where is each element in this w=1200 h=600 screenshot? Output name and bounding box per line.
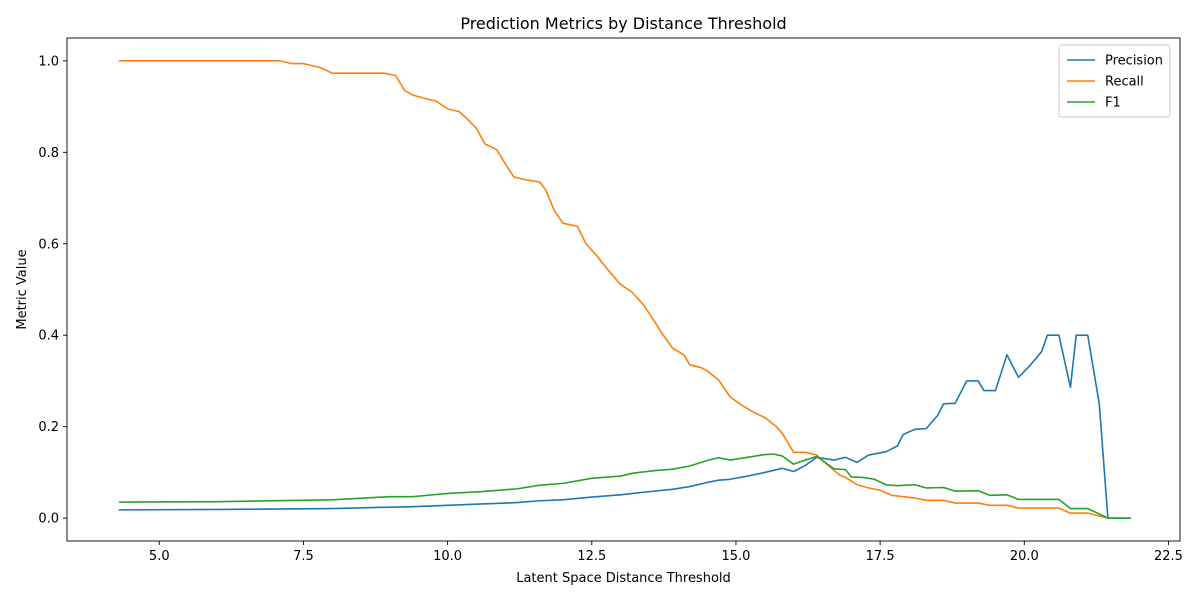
series-line-precision bbox=[118, 334, 1131, 519]
y-tick-label: 0.2 bbox=[38, 420, 59, 435]
y-tick-label: 1.0 bbox=[38, 54, 59, 69]
x-tick-label: 10.0 bbox=[433, 549, 462, 564]
y-tick-label: 0.4 bbox=[38, 329, 59, 344]
legend-label-f1: F1 bbox=[1105, 96, 1121, 111]
chart-title: Prediction Metrics by Distance Threshold bbox=[460, 14, 786, 33]
legend-label-precision: Precision bbox=[1105, 54, 1163, 69]
series-line-f1 bbox=[118, 453, 1131, 519]
y-axis-label: Metric Value bbox=[15, 249, 30, 329]
x-axis-label: Latent Space Distance Threshold bbox=[516, 571, 731, 586]
y-tick-label: 0.8 bbox=[38, 146, 59, 161]
plot-area: 5.0 7.5 10.0 12.5 15.0 17.5 20.0 22.5 0.0 0.2 0.4 0… bbox=[38, 37, 1183, 564]
x-tick-label: 5.0 bbox=[149, 549, 170, 564]
x-tick-label: 15.0 bbox=[721, 549, 750, 564]
x-tick-label: 22.5 bbox=[1154, 549, 1183, 564]
legend-label-recall: Recall bbox=[1105, 75, 1144, 90]
axes-frame bbox=[66, 37, 1181, 542]
x-tick-label: 17.5 bbox=[866, 549, 895, 564]
legend-box bbox=[1058, 44, 1171, 118]
x-tick-label: 7.5 bbox=[293, 549, 314, 564]
y-tick-label: 0.0 bbox=[38, 512, 59, 527]
y-tick-label: 0.6 bbox=[38, 237, 59, 252]
legend: Precision Recall F1 bbox=[1058, 44, 1171, 118]
series-lines bbox=[118, 60, 1131, 519]
x-tick-label: 20.0 bbox=[1010, 549, 1039, 564]
series-line-recall bbox=[118, 60, 1131, 519]
x-tick-label: 12.5 bbox=[577, 549, 606, 564]
